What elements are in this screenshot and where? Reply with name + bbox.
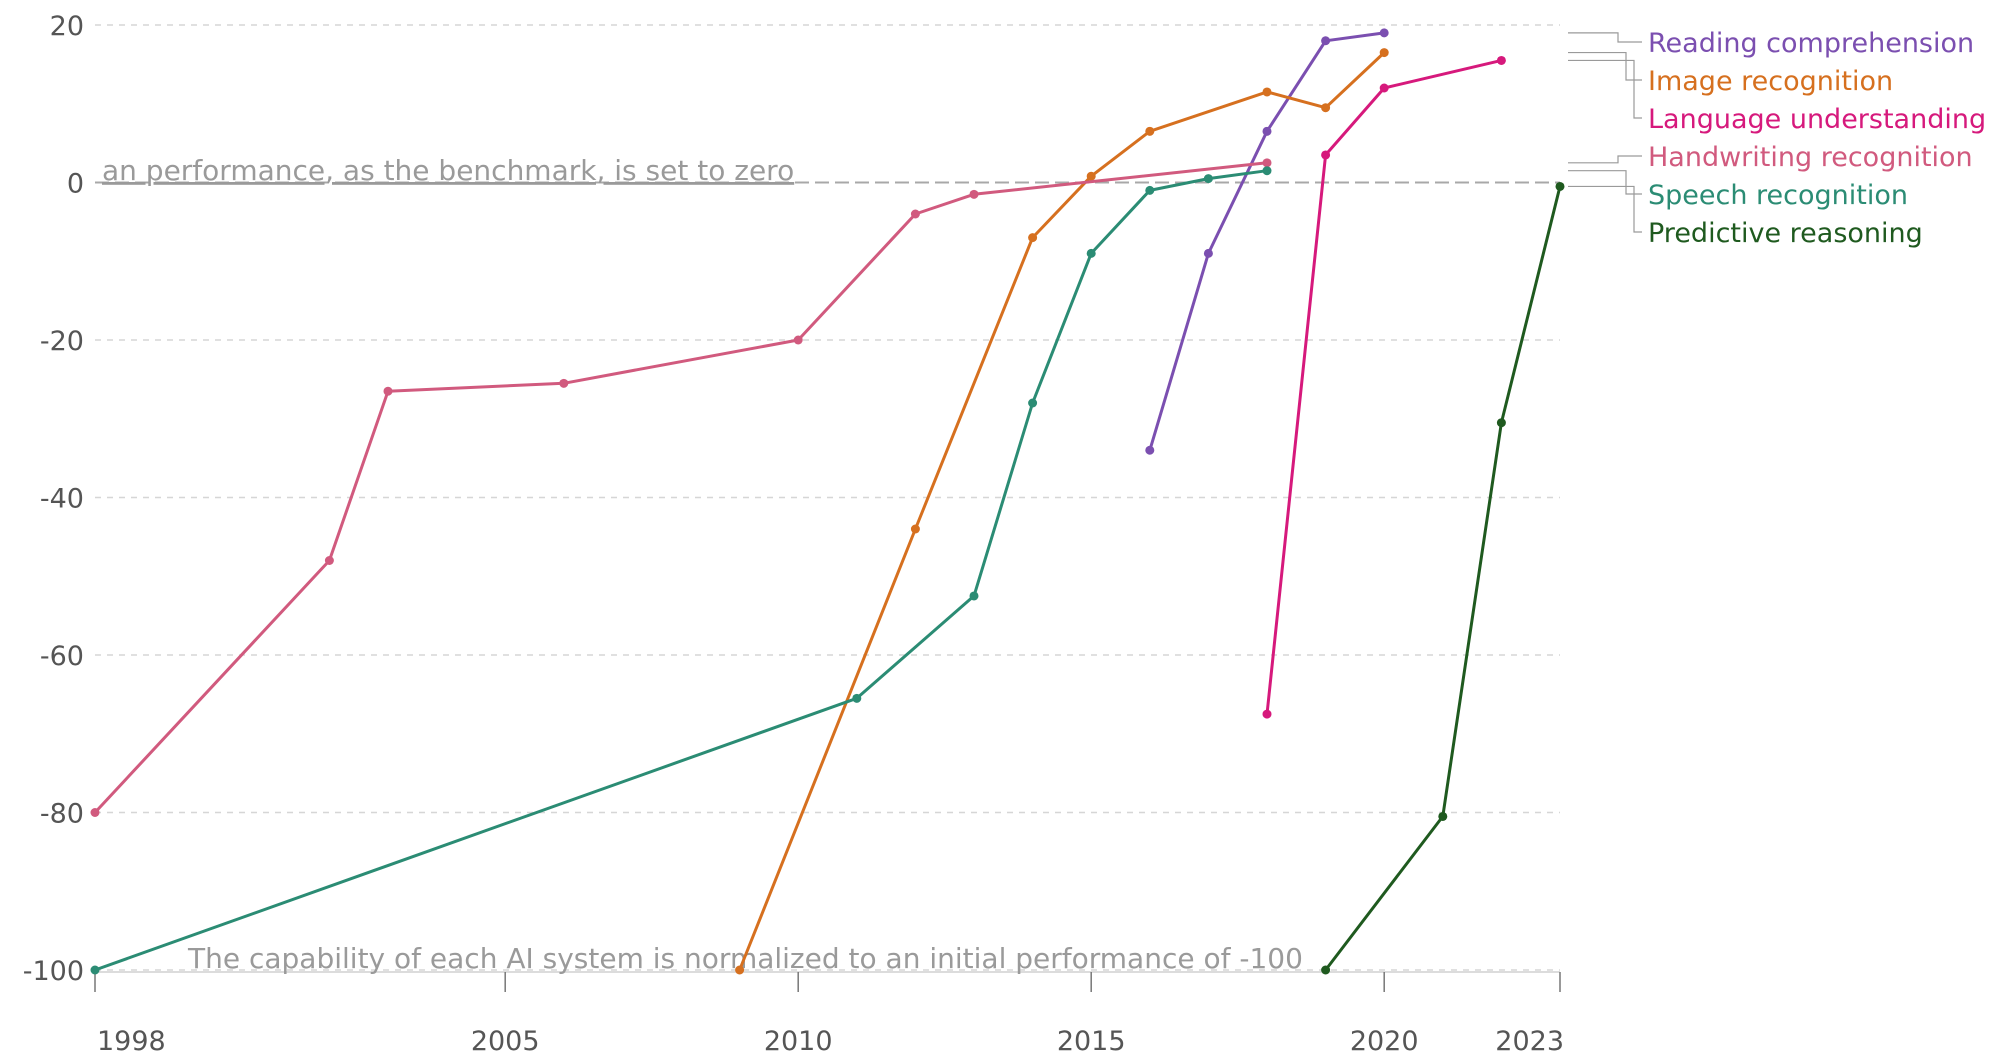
data-point-reading-comprehension — [1203, 248, 1213, 258]
data-point-handwriting-recognition — [559, 378, 569, 388]
zero-line-annotation: an performance, as the benchmark, is set… — [102, 154, 794, 187]
x-tick-label: 2010 — [764, 1026, 833, 1057]
data-point-reading-comprehension — [1145, 445, 1155, 455]
data-point-image-recognition — [1262, 87, 1272, 97]
y-tick-label: -100 — [23, 956, 84, 987]
legend-connector-handwriting-recognition — [1568, 155, 1642, 164]
data-point-speech-recognition — [1086, 248, 1096, 258]
data-point-image-recognition — [1145, 126, 1155, 136]
data-point-image-recognition — [1028, 233, 1038, 243]
data-point-language-understanding — [1321, 150, 1331, 160]
data-point-reading-comprehension — [1321, 36, 1331, 46]
series-line-predictive-reasoning — [1324, 186, 1562, 971]
data-point-predictive-reasoning — [1496, 418, 1506, 428]
y-tick-label: 0 — [67, 169, 84, 200]
gridlines — [95, 24, 1560, 971]
data-point-handwriting-recognition — [793, 335, 803, 345]
legend-label-handwriting-recognition: Handwriting recognition — [1648, 142, 1973, 173]
data-point-handwriting-recognition — [90, 808, 100, 817]
x-tick-label: 2020 — [1350, 1026, 1419, 1057]
data-point-speech-recognition — [969, 591, 979, 601]
data-point-predictive-reasoning — [1321, 965, 1331, 975]
y-axis-tick-labels: 20 0 -20 -40 -60 -80 -100 — [23, 11, 84, 987]
data-point-speech-recognition — [852, 693, 862, 703]
data-point-handwriting-recognition — [910, 209, 920, 219]
data-point-image-recognition — [735, 965, 745, 975]
legend-label-image-recognition: Image recognition — [1648, 66, 1893, 97]
x-tick-label: 1998 — [97, 1026, 166, 1057]
y-tick-label: -20 — [40, 326, 84, 357]
data-point-speech-recognition — [1028, 398, 1038, 408]
data-point-reading-comprehension — [1262, 126, 1272, 136]
data-point-handwriting-recognition — [324, 556, 334, 565]
data-point-image-recognition — [1379, 48, 1389, 58]
data-point-speech-recognition — [1203, 174, 1213, 184]
series-line-handwriting-recognition — [93, 161, 1268, 814]
data-point-speech-recognition — [90, 965, 100, 975]
y-tick-label: -40 — [40, 484, 84, 515]
legend-connector-language-understanding — [1568, 59, 1642, 119]
legend-connector-speech-recognition — [1568, 170, 1642, 195]
data-point-language-understanding — [1262, 709, 1272, 719]
legend-connector-image-recognition — [1568, 51, 1642, 81]
series-line-speech-recognition — [94, 169, 1268, 972]
x-tick-label: 2005 — [471, 1026, 540, 1057]
data-point-language-understanding — [1379, 83, 1389, 93]
y-tick-label: -60 — [40, 641, 84, 672]
x-tick-label: 2023 — [1495, 1026, 1564, 1057]
data-point-handwriting-recognition — [1262, 158, 1272, 168]
data-point-reading-comprehension — [1379, 28, 1389, 38]
series-line-language-understanding — [1265, 58, 1502, 715]
x-tick-label: 2015 — [1057, 1026, 1126, 1057]
y-tick-label: -80 — [40, 799, 84, 830]
y-tick-label: 20 — [50, 11, 84, 42]
legend-connector-predictive-reasoning — [1568, 185, 1642, 233]
data-point-handwriting-recognition — [383, 386, 393, 396]
data-point-speech-recognition — [1145, 185, 1155, 195]
data-point-image-recognition — [910, 524, 920, 534]
legend-label-speech-recognition: Speech recognition — [1648, 180, 1908, 211]
data-point-image-recognition — [1321, 103, 1331, 113]
legend-connector-reading-comprehension — [1568, 32, 1642, 43]
data-point-handwriting-recognition — [969, 189, 979, 199]
series-lines — [90, 28, 1565, 975]
data-point-predictive-reasoning — [1438, 811, 1448, 821]
legend-label-predictive-reasoning: Predictive reasoning — [1648, 218, 1923, 249]
x-axis-tick-labels: 1998 2005 2010 2015 2020 2023 — [94, 971, 1564, 1057]
series-line-image-recognition — [738, 51, 1386, 971]
data-point-language-understanding — [1496, 55, 1506, 65]
legend: Reading comprehension Image recognition La… — [1568, 28, 1986, 249]
data-point-speech-recognition — [1262, 166, 1272, 176]
legend-label-language-understanding: Language understanding — [1648, 104, 1986, 135]
data-point-image-recognition — [1086, 171, 1096, 181]
legend-label-reading-comprehension: Reading comprehension — [1648, 28, 1974, 59]
data-point-predictive-reasoning — [1555, 181, 1565, 191]
